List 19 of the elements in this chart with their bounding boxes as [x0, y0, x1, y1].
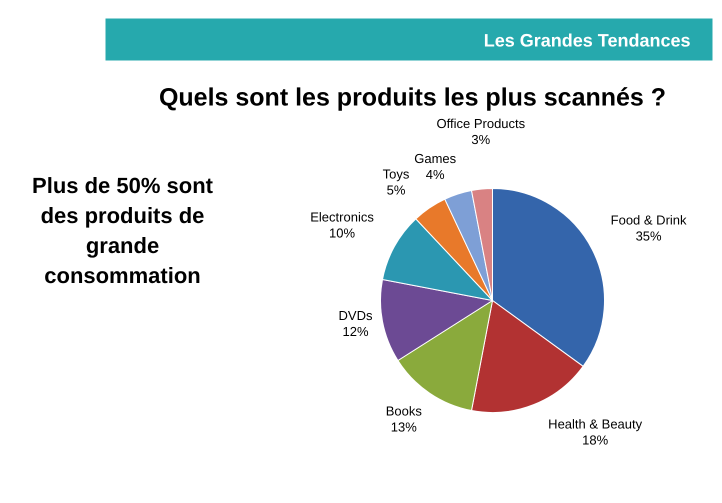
slice-label: DVDs — [338, 308, 373, 324]
data-label: 13% — [390, 420, 418, 435]
chart-title: Quels sont les produits les plus scannés ? — [158, 84, 666, 112]
slice-label: Office Products — [436, 116, 526, 132]
data-label: 35% — [636, 228, 662, 244]
slice-label: Toys — [382, 166, 410, 182]
data-label: 3% — [471, 132, 491, 148]
text: Plus de 50% sont des produits de grande consommation — [32, 173, 214, 288]
chart-subtitle: Les Grandes Tendances — [484, 30, 691, 50]
data-label: 5% — [386, 182, 406, 198]
slice-label: Books — [386, 404, 422, 419]
slice-label: Health & Beauty — [548, 416, 643, 432]
data-label: 4% — [426, 167, 446, 182]
slice-label: Electronics — [310, 209, 374, 224]
slice-label: Food & Drink — [610, 212, 688, 228]
data-label: 18% — [582, 432, 609, 448]
data-label: 12% — [342, 324, 369, 340]
slice-label: Games — [414, 151, 457, 166]
data-label: 10% — [329, 225, 356, 240]
